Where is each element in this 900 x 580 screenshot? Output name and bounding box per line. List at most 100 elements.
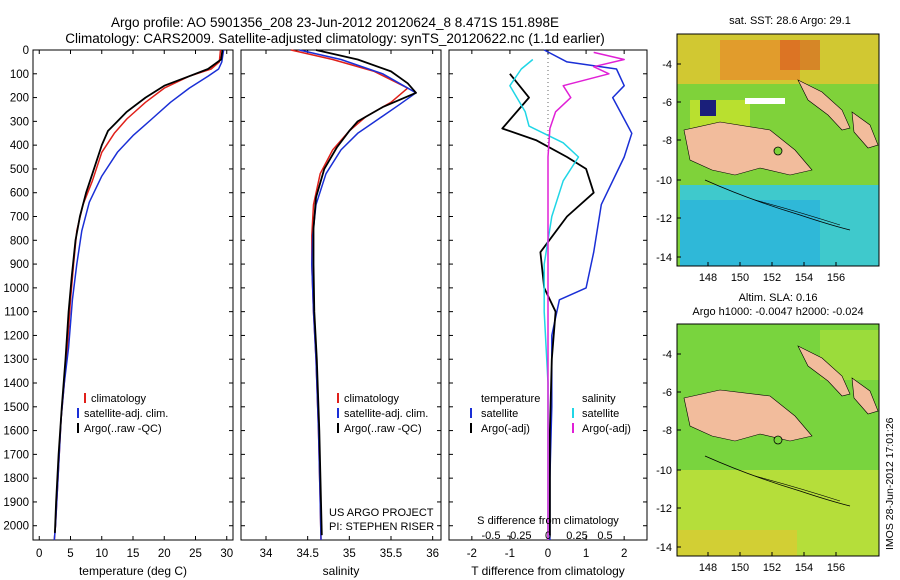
legend-swatch-s-satellite — [572, 408, 574, 418]
legend-label: satellite-adj. clim. — [344, 408, 428, 420]
map-y-tick-label: -6 — [662, 387, 672, 399]
x-tick-label: 0 — [545, 548, 551, 560]
difference-legend: temperature satellite Argo(-adj) salinit… — [470, 393, 631, 435]
series-line-climatology — [290, 49, 409, 541]
map-x-tick-label: 150 — [731, 272, 749, 284]
y-tick-label: 1500 — [3, 402, 29, 414]
x-tick-label: -2 — [467, 548, 477, 560]
x-tick-label: 0 — [36, 548, 42, 560]
y-tick-label: 700 — [10, 212, 29, 224]
x-tick-label: 36 — [426, 548, 439, 560]
map-y-tick-label: -14 — [656, 542, 672, 554]
legend-label: satellite — [582, 408, 619, 420]
x-tick-label: -1 — [505, 548, 515, 560]
y-tick-label: 900 — [10, 259, 29, 271]
map-x-tick-label: 148 — [699, 272, 717, 284]
y-tick-label: 1400 — [3, 378, 29, 390]
map-x-tick-label: 148 — [699, 562, 717, 574]
y-tick-label: 500 — [10, 164, 29, 176]
x-tick-label: 1 — [583, 548, 589, 560]
x-tick-label: 30 — [220, 548, 233, 560]
x-tick-label: 25 — [189, 548, 202, 560]
x-tick-label: 15 — [127, 548, 140, 560]
sla-map-frame — [676, 323, 880, 557]
y-tick-label: 1200 — [3, 330, 29, 342]
project-line2: PI: STEPHEN RISER — [329, 521, 434, 533]
argo-float-marker — [773, 146, 783, 156]
s-tick-label: 0.25 — [566, 530, 587, 542]
legend-swatch-climatology — [337, 393, 339, 403]
y-tick-label: 1800 — [3, 473, 29, 485]
s-tick-label: 0 — [545, 530, 551, 542]
map-x-tick-label: 150 — [731, 562, 749, 574]
y-tick-label: 400 — [10, 140, 29, 152]
imos-timestamp: IMOS 28-Jun-2012 17:01:26 — [884, 417, 896, 550]
s-difference-ticks: -0.5 -0.25 0 0.25 0.5 — [482, 530, 613, 542]
legend-swatch-t-satellite — [470, 408, 472, 418]
s-tick-label: 0.5 — [597, 530, 612, 542]
difference-xlabel: T difference from climatology — [471, 564, 625, 578]
sst-map-frame — [676, 33, 880, 267]
map-x-tick-label: 152 — [763, 272, 781, 284]
legend-label: satellite-adj. clim. — [84, 408, 168, 420]
map-y-tick-label: -8 — [662, 135, 672, 147]
sla-map-title: Altim. SLA: 0.16 — [739, 292, 818, 304]
legend-swatch-s-argo — [572, 423, 574, 433]
y-tick-label: 300 — [10, 116, 29, 128]
temperature-plot: 0 5 10 15 20 25 300100200300400500600700800900… — [3, 45, 233, 560]
y-tick-label: 1100 — [4, 307, 29, 319]
legend-label: climatology — [91, 393, 147, 405]
difference-plot: -2 -1 0 1 2 — [449, 49, 647, 560]
map-y-tick-label: -4 — [662, 349, 672, 361]
map-y-tick-label: -10 — [656, 465, 672, 477]
x-tick-label: 2 — [621, 548, 627, 560]
sla-map — [677, 324, 879, 556]
x-tick-label: 35 — [343, 548, 356, 560]
x-tick-label: 35.5 — [380, 548, 402, 560]
map-x-tick-label: 154 — [795, 562, 813, 574]
sst-map-ticks: 148 150 152 154 156 -4 -6 -8 -10 -12 -14 — [656, 59, 845, 284]
salinity-legend: climatology satellite-adj. clim. Argo(..… — [337, 393, 428, 435]
y-tick-label: 0 — [23, 45, 29, 57]
series-line-argo-adj- — [547, 51, 625, 540]
legend-label: satellite — [481, 408, 518, 420]
project-line1: US ARGO PROJECT — [329, 507, 434, 519]
legend-swatch-satellite — [77, 408, 79, 418]
y-tick-label: 100 — [10, 69, 29, 81]
y-tick-label: 1900 — [3, 497, 29, 509]
legend-swatch-climatology — [84, 393, 86, 403]
y-tick-label: 2000 — [3, 521, 29, 533]
sst-map — [677, 34, 879, 266]
series-line-satellite — [543, 49, 633, 540]
salinity-plot: 34 34.5 35 35.5 36 — [241, 49, 441, 560]
legend-label: Argo(-adj) — [481, 423, 530, 435]
sst-map-title: sat. SST: 28.6 Argo: 29.1 — [729, 15, 851, 27]
x-tick-label: 34 — [260, 548, 273, 560]
series-line-climatology — [53, 49, 222, 541]
legend-swatch-argo — [77, 423, 79, 433]
x-tick-label: 20 — [158, 548, 171, 560]
y-tick-label: 600 — [10, 188, 29, 200]
y-tick-label: 1700 — [3, 449, 29, 461]
map-y-tick-label: -10 — [656, 175, 672, 187]
map-x-tick-label: 156 — [827, 272, 845, 284]
header-line1: Argo profile: AO 5901356_208 23-Jun-2012… — [111, 15, 559, 30]
series-line-argo-adj- — [501, 73, 595, 536]
map-y-tick-label: -6 — [662, 97, 672, 109]
y-tick-label: 1000 — [3, 283, 29, 295]
series-line-satellite-adj-clim- — [53, 49, 225, 541]
x-tick-label: 34.5 — [296, 548, 318, 560]
y-tick-label: 200 — [10, 93, 29, 105]
sla-map-subtitle: Argo h1000: -0.0047 h2000: -0.024 — [692, 306, 863, 318]
temperature-xlabel: temperature (deg C) — [79, 564, 187, 578]
map-y-tick-label: -12 — [656, 503, 672, 515]
legend-label: Argo(..raw -QC) — [84, 423, 162, 435]
s-tick-label: -0.25 — [506, 530, 531, 542]
y-tick-label: 1600 — [3, 426, 29, 438]
temperature-legend: climatology satellite-adj. clim. Argo(..… — [77, 393, 168, 435]
x-tick-label: 10 — [95, 548, 108, 560]
map-x-tick-label: 154 — [795, 272, 813, 284]
legend-swatch-satellite — [337, 408, 339, 418]
map-y-tick-label: -12 — [656, 213, 672, 225]
